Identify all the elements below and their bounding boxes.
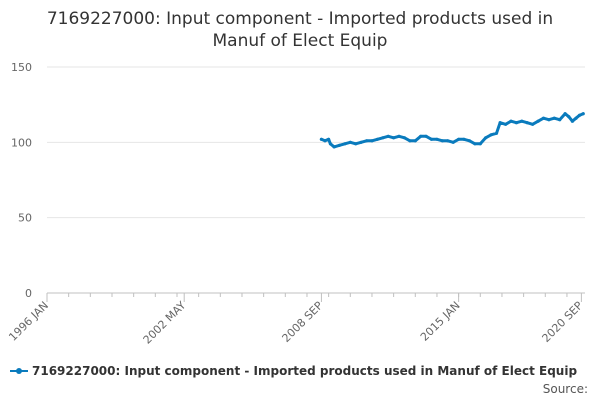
data-point [370, 139, 374, 143]
y-tick-label: 0 [25, 287, 32, 300]
data-point [567, 115, 571, 119]
data-point [348, 140, 352, 144]
data-point [498, 121, 502, 125]
chart-title-line-1: 7169227000: Input component - Imported p… [46, 9, 554, 29]
data-point [531, 122, 535, 126]
data-point [563, 112, 567, 116]
data-point [337, 143, 342, 147]
data-point [462, 137, 466, 141]
data-point [419, 134, 423, 138]
data-point [446, 139, 450, 143]
legend[interactable]: 7169227000: Input component - Imported p… [10, 364, 577, 378]
data-point [413, 139, 417, 143]
data-point [402, 136, 407, 140]
data-point [484, 136, 488, 140]
data-point [525, 121, 529, 125]
data-point [375, 137, 379, 141]
data-point [397, 134, 401, 138]
data-point [489, 133, 493, 137]
series-layer [319, 112, 585, 149]
chart-title-line-2: Manuf of Elect Equip [212, 31, 388, 51]
data-point [578, 113, 582, 117]
data-point [478, 142, 482, 146]
data-point [547, 118, 551, 122]
data-point [451, 140, 455, 144]
data-point [504, 122, 508, 126]
data-point [343, 142, 347, 146]
data-point [392, 136, 396, 140]
x-tick-label: 2015 JAN [418, 299, 463, 344]
gridlines [47, 66, 585, 219]
data-point [581, 112, 585, 116]
y-tick-label: 100 [11, 136, 32, 149]
data-point [365, 139, 369, 143]
data-point [323, 139, 327, 143]
data-point [552, 116, 556, 120]
data-point [558, 118, 562, 122]
data-point [408, 139, 412, 143]
x-tick-label: 2020 SEP [540, 299, 586, 345]
y-tick-label: 150 [11, 61, 32, 74]
series-0 [319, 112, 585, 149]
data-point [514, 121, 519, 125]
y-axis-ticks: 0 50 100 150 [11, 61, 32, 300]
data-point [319, 137, 323, 141]
data-point [386, 134, 390, 138]
data-point [327, 137, 331, 141]
x-axis: 1996 JAN 2002 MAY 2008 SEP 2015 JAN 2020 SEP [6, 292, 586, 347]
x-tick-label: 2002 MAY [141, 299, 189, 347]
data-point [332, 145, 336, 149]
legend-series-label: 7169227000: Input component - Imported p… [32, 364, 578, 378]
data-point [354, 142, 358, 146]
data-point [440, 139, 444, 143]
chart-title: 7169227000: Input component - Imported p… [0, 8, 600, 52]
data-point [574, 116, 578, 120]
x-tick-label: 1996 JAN [6, 299, 51, 344]
data-point [509, 119, 513, 123]
data-point [429, 137, 434, 141]
source-label: Source: [542, 382, 588, 396]
data-point [570, 119, 575, 123]
data-point [541, 116, 546, 120]
data-point [536, 119, 540, 123]
x-tick-label: 2008 SEP [280, 299, 326, 345]
data-point [494, 131, 499, 135]
legend-series-swatch [10, 364, 28, 378]
data-point [435, 137, 439, 141]
data-point [424, 134, 428, 138]
data-point [359, 140, 363, 144]
y-tick-label: 50 [18, 212, 32, 225]
data-point [381, 136, 385, 140]
data-point [457, 137, 461, 141]
data-point [328, 142, 332, 146]
data-point [520, 119, 524, 123]
data-point [473, 142, 477, 146]
data-point [467, 139, 472, 143]
